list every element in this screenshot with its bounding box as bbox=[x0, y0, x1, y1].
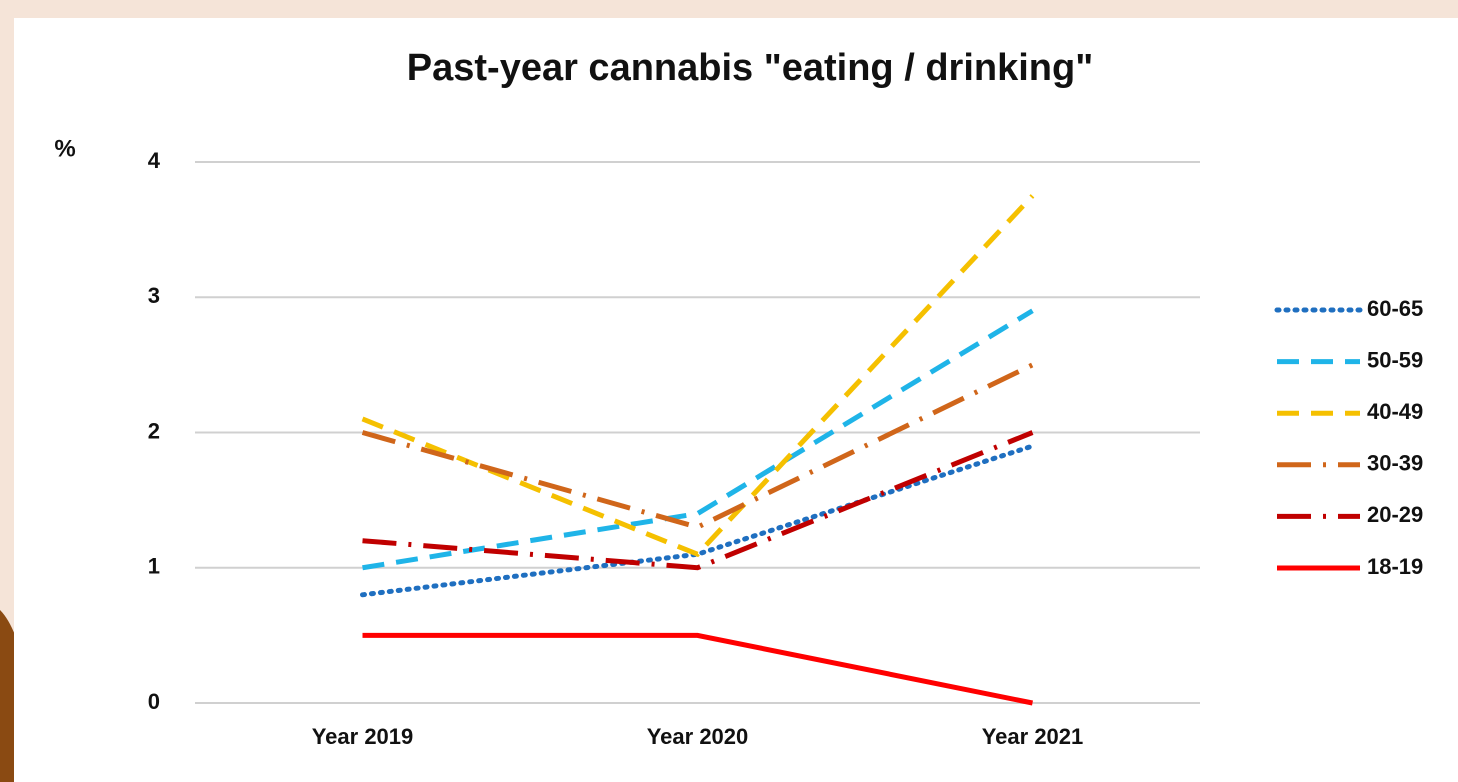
x-tick-label: Year 2020 bbox=[647, 724, 749, 749]
y-tick-label: 0 bbox=[148, 689, 160, 714]
legend-label: 30-39 bbox=[1367, 451, 1423, 476]
x-tick-label: Year 2021 bbox=[982, 724, 1084, 749]
y-tick-label: 1 bbox=[148, 554, 160, 579]
legend-label: 40-49 bbox=[1367, 399, 1423, 424]
series-line bbox=[362, 308, 1034, 571]
y-axis-label: % bbox=[54, 135, 75, 162]
y-tick-label: 3 bbox=[148, 283, 160, 308]
series-line bbox=[362, 430, 1034, 571]
series-line bbox=[362, 632, 1033, 706]
legend-label: 20-29 bbox=[1367, 502, 1423, 527]
legend-label: 18-19 bbox=[1367, 554, 1423, 579]
chart-title: Past-year cannabis "eating / drinking" bbox=[407, 47, 1093, 89]
panel bbox=[14, 18, 1458, 782]
y-tick-label: 2 bbox=[148, 418, 160, 443]
legend-label: 60-65 bbox=[1367, 296, 1423, 321]
y-tick-label: 4 bbox=[148, 148, 161, 173]
legend-label: 50-59 bbox=[1367, 347, 1423, 372]
x-tick-label: Year 2019 bbox=[312, 724, 414, 749]
series-line bbox=[361, 362, 1034, 530]
series-line bbox=[361, 194, 1035, 558]
